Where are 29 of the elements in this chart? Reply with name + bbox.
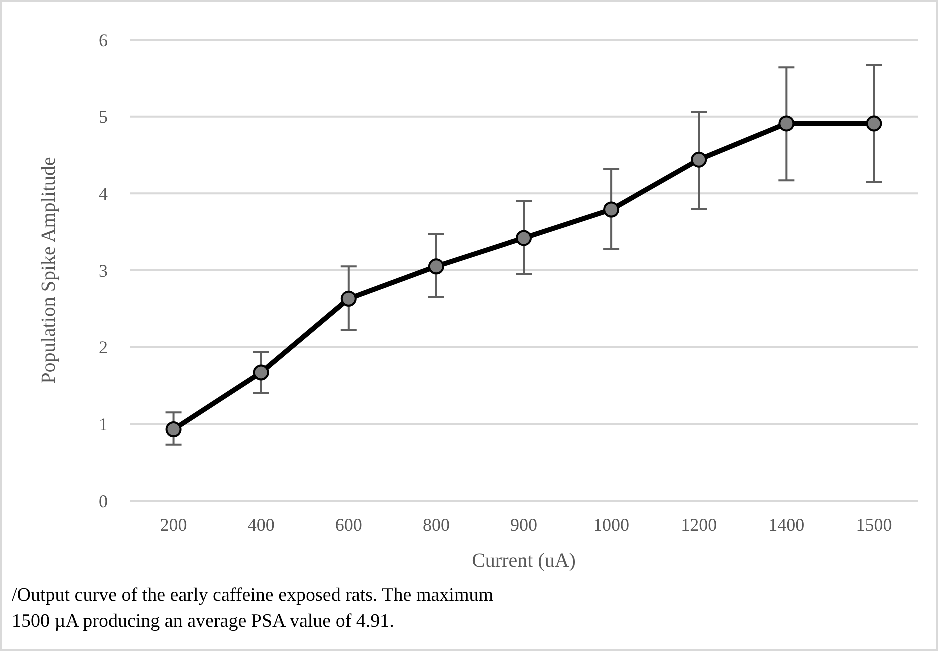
x-tick-label: 1500	[856, 515, 892, 535]
y-axis-title: Population Spike Amplitude	[38, 157, 60, 384]
y-tick-label: 1	[99, 414, 108, 434]
point	[604, 202, 620, 218]
x-tick-label: 600	[335, 515, 362, 535]
x-tick-label: 800	[422, 515, 450, 535]
y-tick-label: 2	[99, 338, 108, 358]
y-tick-label: 3	[99, 260, 108, 281]
x-tick-label: 1000	[594, 515, 630, 535]
y-tick-label: 6	[99, 30, 108, 50]
point	[691, 152, 708, 168]
text: 1500 µA producing an average PSA value of 4.91.	[12, 611, 394, 632]
y-tick-label: 5	[99, 107, 108, 128]
point	[340, 290, 357, 307]
x-axis-title: Current (uA)	[472, 550, 576, 572]
point	[428, 258, 444, 275]
x-tick-label: 900	[510, 515, 538, 535]
x-tick-label: 1200	[681, 515, 718, 535]
y-tick-label: 4	[99, 184, 108, 204]
point	[166, 422, 182, 438]
y-tick-label: 0	[99, 491, 108, 512]
point	[253, 364, 270, 381]
point	[778, 116, 795, 132]
x-tick-label: 1400	[768, 515, 805, 535]
x-tick-label: 200	[160, 515, 188, 535]
x-tick-label: 400	[248, 515, 275, 535]
point	[866, 116, 882, 132]
point	[516, 230, 532, 246]
text: /Output curve of the early caffeine exposed rats. The maximum	[12, 585, 494, 606]
